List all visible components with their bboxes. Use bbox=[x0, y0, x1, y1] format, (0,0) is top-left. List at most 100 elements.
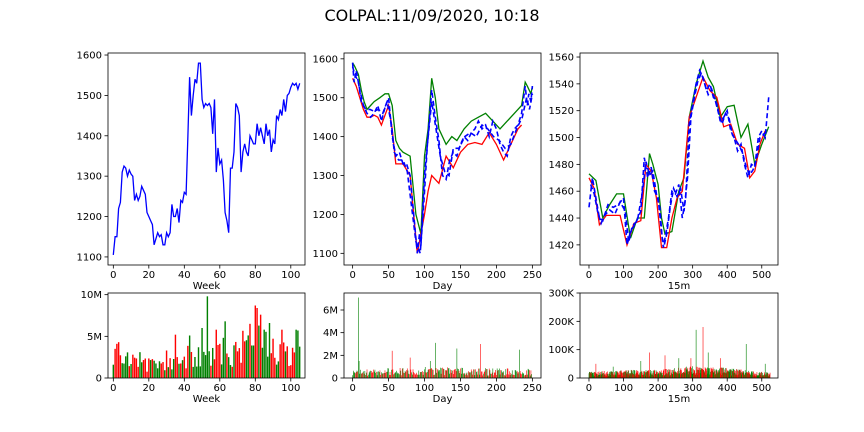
day-volume-bar bbox=[414, 373, 415, 378]
week-volume-bar bbox=[210, 365, 212, 378]
15m-volume-bar bbox=[631, 370, 633, 378]
day-volume-x-tick-label: 100 bbox=[415, 383, 434, 394]
day-volume-y-tick-label: 2M bbox=[323, 351, 338, 362]
day-volume-y-tick-label: 6M bbox=[323, 306, 338, 317]
week-volume-bar bbox=[116, 343, 118, 378]
15m-volume-bar bbox=[670, 375, 672, 378]
day-volume-bar bbox=[445, 370, 447, 378]
day-volume-bar bbox=[449, 373, 450, 378]
15m-volume-bar bbox=[597, 372, 599, 378]
day-volume-bar bbox=[417, 374, 418, 378]
15m-volume-bar bbox=[720, 367, 722, 378]
day-volume-bar bbox=[447, 367, 448, 378]
15m-volume-bar bbox=[712, 369, 713, 378]
15m-volume-bar bbox=[641, 373, 642, 378]
15m-volume-bar bbox=[709, 368, 710, 378]
15m-volume-bar bbox=[589, 372, 591, 378]
15m-volume-bar bbox=[648, 370, 649, 378]
15m-volume-bar bbox=[700, 370, 702, 378]
day-volume-bar bbox=[363, 373, 365, 378]
day-volume-bar bbox=[409, 374, 410, 378]
day-volume-bar bbox=[362, 372, 363, 378]
15m-volume-bar bbox=[711, 371, 712, 378]
day-volume-bar bbox=[360, 373, 362, 378]
day-volume-bar bbox=[455, 371, 457, 378]
15m-volume-bar bbox=[648, 374, 650, 378]
15m-volume-bar bbox=[671, 370, 673, 378]
week-volume-x-tick-label: 100 bbox=[281, 383, 300, 394]
15m-volume-bar bbox=[757, 375, 758, 378]
day-volume-x-tick-label: 50 bbox=[382, 383, 395, 394]
day-volume-bar bbox=[379, 370, 381, 378]
15m-volume-bar bbox=[604, 374, 606, 378]
15m-volume-bar bbox=[617, 372, 619, 378]
15m-volume-bar bbox=[702, 327, 704, 378]
15m-volume-bar bbox=[607, 375, 609, 378]
day-volume-bar bbox=[469, 372, 471, 378]
15m-volume-bar bbox=[615, 373, 617, 378]
day-volume-bar bbox=[437, 369, 439, 378]
15m-volume-bar bbox=[626, 370, 627, 378]
15m-volume-bar bbox=[639, 375, 641, 378]
15m-volume-bar bbox=[643, 374, 645, 378]
week-volume-bar bbox=[219, 343, 221, 378]
15m-volume-bar bbox=[725, 368, 726, 378]
15m-volume-bar bbox=[613, 375, 615, 378]
15m-volume-bar bbox=[628, 374, 629, 378]
week-volume-bar bbox=[169, 358, 171, 378]
15m-volume-bar bbox=[680, 368, 682, 378]
week-volume-bar bbox=[242, 330, 244, 378]
week-volume-bar bbox=[178, 363, 180, 378]
day-volume-bar bbox=[493, 372, 495, 378]
15m-volume-bar bbox=[712, 367, 714, 378]
week-volume-bar bbox=[137, 366, 139, 378]
week-volume-bar bbox=[212, 347, 214, 378]
week-volume-bar bbox=[117, 342, 120, 378]
day-price-series-2-line bbox=[351, 62, 534, 254]
day-volume-bar bbox=[434, 374, 435, 378]
week-volume-bar bbox=[268, 323, 271, 378]
day-volume-bar bbox=[506, 374, 507, 378]
15m-volume-bar bbox=[749, 372, 750, 378]
15m-volume-bar bbox=[643, 371, 645, 378]
15m-volume-bar bbox=[669, 369, 671, 378]
day-volume-bar bbox=[483, 373, 484, 378]
week-volume-bar bbox=[114, 348, 116, 378]
day-volume-bar bbox=[423, 372, 425, 378]
day-volume-bar bbox=[412, 374, 413, 378]
week-volume-bar bbox=[293, 352, 296, 378]
15m-volume-bar bbox=[646, 372, 648, 378]
day-volume-bar bbox=[509, 374, 511, 378]
15m-volume-bar bbox=[739, 369, 740, 378]
15m-volume-bar bbox=[717, 372, 719, 378]
15m-volume-bar bbox=[694, 370, 696, 378]
week-volume-bar bbox=[282, 342, 285, 378]
week-volume-bar bbox=[121, 363, 123, 378]
week-volume-bar bbox=[215, 329, 217, 378]
15m-volume-bar bbox=[668, 375, 670, 378]
15m-volume-bar bbox=[749, 373, 750, 378]
15m-volume-bar bbox=[768, 376, 769, 378]
15m-volume-bar bbox=[595, 374, 596, 378]
15m-volume-bar bbox=[615, 371, 616, 378]
day-volume-bar bbox=[473, 369, 474, 378]
15m-volume-y-tick-label: 300K bbox=[548, 289, 574, 300]
15m-price-y-tick-label: 1520 bbox=[549, 106, 574, 117]
15m-volume-bar bbox=[767, 373, 769, 378]
day-volume-bar bbox=[502, 372, 504, 378]
15m-volume-bar bbox=[746, 372, 748, 378]
day-volume-bar bbox=[398, 373, 399, 378]
day-volume-bar bbox=[405, 372, 407, 378]
15m-volume-bar bbox=[598, 374, 599, 378]
15m-volume-bar bbox=[621, 376, 623, 378]
week-volume-bar bbox=[288, 365, 290, 378]
15m-volume-bar bbox=[707, 368, 709, 378]
15m-price-series-2-line bbox=[588, 68, 770, 248]
week-volume-bar bbox=[229, 365, 232, 378]
15m-volume-bar bbox=[769, 373, 771, 378]
15m-volume-bar bbox=[600, 371, 602, 378]
day-volume-bar bbox=[485, 368, 486, 378]
week-volume-bar bbox=[274, 357, 276, 378]
15m-volume-bar bbox=[743, 375, 745, 378]
15m-volume-bar bbox=[703, 369, 705, 378]
